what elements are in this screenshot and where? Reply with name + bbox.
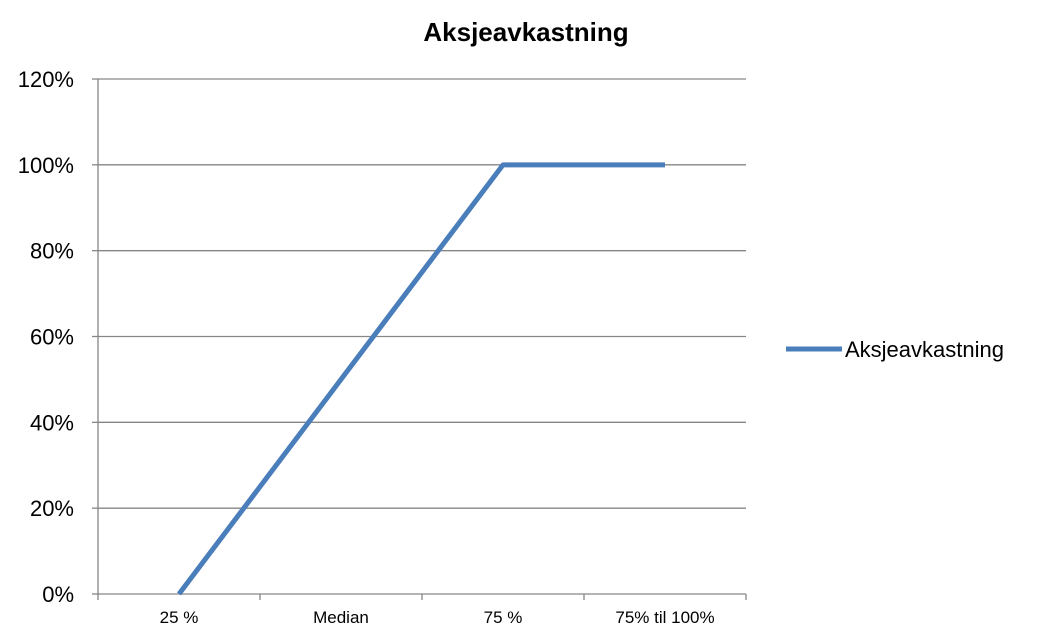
chart-title: Aksjeavkastning [423,17,628,47]
y-tick-label: 40% [30,410,74,435]
x-tick-label: 25 % [160,608,199,627]
y-tick-label: 100% [18,153,74,178]
y-axis-ticks: 0% 20% 40% 60% 80% 100% 120% [18,67,98,607]
y-tick-label: 120% [18,67,74,92]
y-tick-label: 0% [42,582,74,607]
x-axis-ticks: 25 % Median 75 % 75% til 100% [97,594,747,627]
gridlines [98,78,746,509]
series-group [177,162,665,596]
x-tick-label: 75% til 100% [615,608,714,627]
legend-label: Aksjeavkastning [845,337,1004,362]
x-tick-label: 75 % [484,608,523,627]
series-line [177,162,665,596]
y-tick-label: 80% [30,239,74,264]
x-tick-label: Median [313,608,369,627]
y-tick-label: 60% [30,325,74,350]
y-tick-label: 20% [30,496,74,521]
legend: Aksjeavkastning [786,337,1004,362]
